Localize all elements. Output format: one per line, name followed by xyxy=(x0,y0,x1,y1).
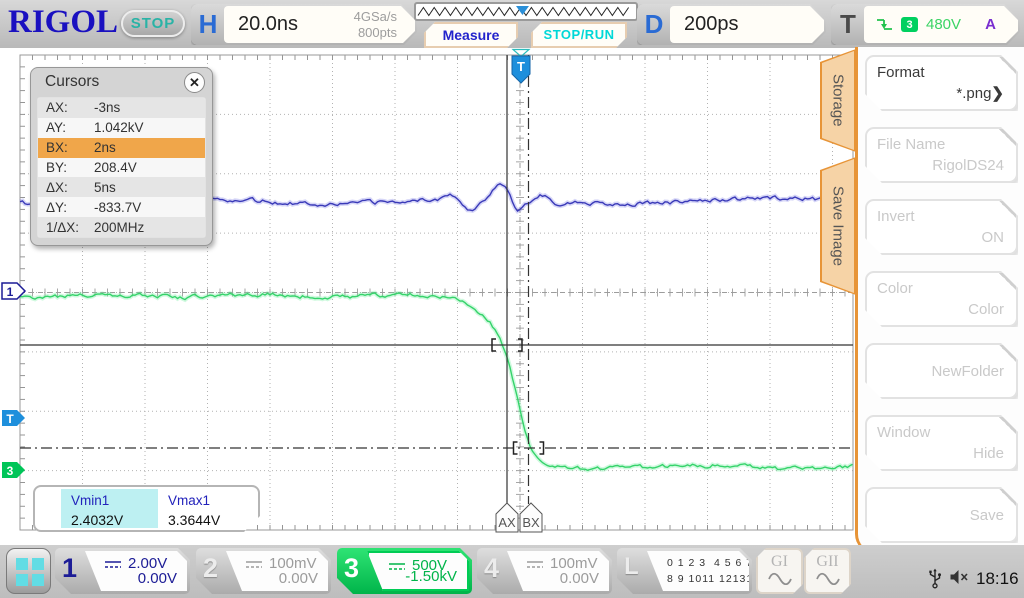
channel-2-button[interactable]: 2 100mV 0.00V xyxy=(196,548,331,594)
fold-corner-icon xyxy=(999,417,1016,434)
menu-item-save[interactable]: Save xyxy=(865,487,1018,543)
channel-3-button[interactable]: 3 500V -1.50kV xyxy=(337,548,472,594)
horizontal-position-indicator[interactable] xyxy=(414,2,638,21)
dc-coupling-icon xyxy=(525,559,545,569)
trigger-source-badge: 3 xyxy=(901,17,918,32)
channel-2-scale: 100mV xyxy=(269,555,317,572)
menu-item-invert[interactable]: Invert ON xyxy=(865,199,1018,255)
close-icon[interactable]: ✕ xyxy=(184,72,205,93)
cursor-a-bracket-icon xyxy=(491,338,523,352)
run-state-badge: STOP xyxy=(121,10,185,37)
menu-item-window[interactable]: Window Hide xyxy=(865,415,1018,471)
trace xyxy=(20,292,853,472)
measurement-vmax[interactable]: Vmax1 3.3644V xyxy=(168,493,221,528)
svg-text:BX: BX xyxy=(522,515,540,530)
cursor-readout-row-selected[interactable]: BX: 2ns xyxy=(38,137,205,158)
channel-3-scale: 500V xyxy=(412,557,448,574)
tab-save-image[interactable]: Save Image xyxy=(820,157,856,295)
svg-text:1: 1 xyxy=(7,285,14,299)
menu-item-color[interactable]: Color Color xyxy=(865,271,1018,327)
rigol-logo: RIGOL xyxy=(8,4,119,40)
clock: 18:16 xyxy=(976,569,1019,588)
hpos-fine-marker-icon xyxy=(511,48,531,58)
bottom-bar: 1 2.00V 0.00V 2 100mV 0.00V 3 500V -1.50… xyxy=(0,545,1024,598)
svg-text:3: 3 xyxy=(7,464,14,478)
fold-corner-icon xyxy=(999,345,1016,362)
measurement-vmin[interactable]: Vmin1 2.4032V xyxy=(61,489,158,528)
fold-corner-icon xyxy=(999,489,1016,506)
generator-2-button[interactable]: GII xyxy=(804,548,851,594)
sample-rate: 4GSa/s xyxy=(353,9,397,24)
cursors-panel: Cursors ✕ AX: -3ns AY: 1.042kV BX: 2ns BY: 2… xyxy=(30,67,213,246)
fold-corner-icon xyxy=(999,273,1016,290)
channel-4-offset: 0.00V xyxy=(559,570,599,587)
channel-3-offset: -1.50kV xyxy=(405,568,457,585)
horizontal-settings[interactable]: H 20.0ns 4GSa/s 800pts xyxy=(191,4,417,45)
menu-item-file-name[interactable]: File Name RigolDS24 xyxy=(865,127,1018,183)
cursor-readout-row: AY: 1.042kV xyxy=(38,117,205,138)
timebase-value: 20.0ns xyxy=(238,13,299,35)
sine-wave-icon xyxy=(815,571,841,585)
cursor-ax-flag[interactable]: AX xyxy=(495,502,519,533)
channel-1-scale: 2.00V xyxy=(128,555,168,572)
fold-corner-icon xyxy=(999,57,1016,74)
top-bar: RIGOL STOP H 20.0ns 4GSa/s 800pts Measur… xyxy=(0,0,1024,48)
speaker-muted-icon xyxy=(950,570,968,584)
delay-value: 200ps xyxy=(684,13,739,35)
cursor-bx-flag[interactable]: BX xyxy=(519,502,543,533)
h-label: H xyxy=(198,9,218,39)
menu-item-format[interactable]: Format *.png❯ xyxy=(865,55,1018,111)
cursor-readout-row: AX: -3ns xyxy=(38,98,205,118)
channel-1-button[interactable]: 1 2.00V 0.00V xyxy=(55,548,190,594)
d-label: D xyxy=(644,9,664,39)
fold-corner-icon xyxy=(999,201,1016,218)
tab-storage[interactable]: Storage xyxy=(820,49,856,152)
t-label: T xyxy=(840,9,856,39)
memory-zigzag-icon xyxy=(417,6,630,17)
svg-text:T: T xyxy=(517,59,525,74)
channel-4-button[interactable]: 4 100mV 0.00V xyxy=(477,548,612,594)
menu-grid-button[interactable] xyxy=(6,548,51,594)
channel-2-offset: 0.00V xyxy=(278,570,318,587)
measurement-readout: Vmin1 2.4032V Vmax1 3.3644V xyxy=(33,485,260,532)
logic-channels-row1: 0 1 2 3 4 5 6 7 xyxy=(667,557,754,569)
trigger-position-marker[interactable]: T xyxy=(511,55,531,84)
channel-1-offset: 0.00V xyxy=(137,570,177,587)
cursor-readout-row: BY: 208.4V xyxy=(38,157,205,178)
svg-text:T: T xyxy=(6,412,14,426)
dc-coupling-icon xyxy=(244,559,264,569)
falling-edge-icon xyxy=(876,17,893,32)
trigger-settings[interactable]: T 3 480V A xyxy=(831,4,1020,45)
side-menu-panel: Format *.png❯ File Name RigolDS24 Invert… xyxy=(855,47,1024,554)
memory-depth: 800pts xyxy=(357,25,397,40)
channel3-level-marker[interactable]: 3 xyxy=(2,462,25,478)
dc-coupling-icon xyxy=(103,559,123,569)
cursor-readout-row: ΔX: 5ns xyxy=(38,177,205,198)
measure-button[interactable]: Measure xyxy=(424,22,518,48)
dc-coupling-icon xyxy=(387,561,407,571)
generator-1-button[interactable]: GI xyxy=(756,548,803,594)
trigger-sweep-mode: A xyxy=(985,16,996,33)
channel1-level-marker[interactable]: 1 xyxy=(1,282,27,300)
cursor-readout-row: ΔY: -833.7V xyxy=(38,197,205,218)
logic-analyzer-button[interactable]: L 0 1 2 3 4 5 6 7 8 9 1011 12131415 xyxy=(617,548,752,594)
delay-settings[interactable]: D 200ps xyxy=(637,4,826,45)
sine-wave-icon xyxy=(767,571,793,585)
channel-4-scale: 100mV xyxy=(550,555,598,572)
stop-run-button[interactable]: STOP/RUN xyxy=(531,22,627,48)
trigger-level-value: 480V xyxy=(926,16,962,33)
cursor-b-bracket-icon xyxy=(512,441,545,455)
menu-item-new-folder[interactable]: NewFolder xyxy=(865,343,1018,399)
window-position-marker xyxy=(516,6,529,15)
fold-corner-icon xyxy=(999,129,1016,146)
cursor-readout-row: 1/ΔX: 200MHz xyxy=(38,217,205,237)
trigger-level-marker[interactable]: T xyxy=(2,410,25,426)
svg-text:AX: AX xyxy=(498,515,516,530)
usb-icon xyxy=(929,568,941,589)
chevron-right-icon: ❯ xyxy=(991,85,1004,102)
cursors-panel-title: Cursors xyxy=(45,73,100,90)
